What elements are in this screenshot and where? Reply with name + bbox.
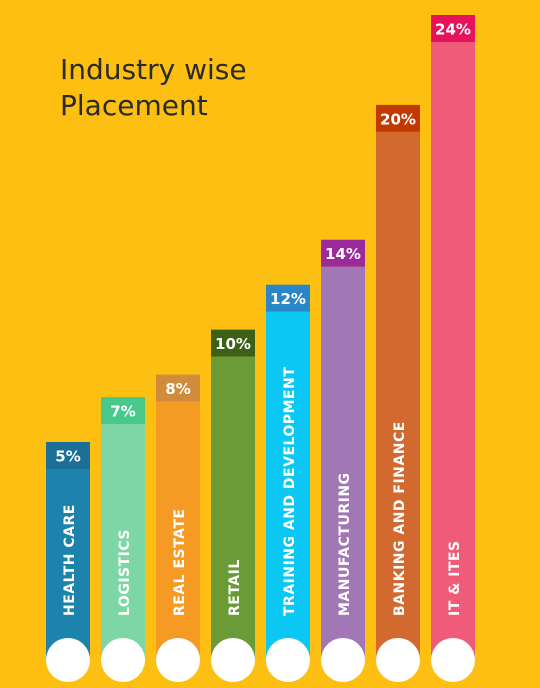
- base-circle-retail: [211, 638, 255, 682]
- category-label-manufacturing: MANUFACTURING: [337, 472, 353, 616]
- category-label-retail: RETAIL: [227, 559, 243, 616]
- value-box-logistics: [101, 397, 145, 425]
- category-label-it-ites: IT & ITES: [447, 540, 463, 616]
- value-box-it-ites: [431, 15, 475, 42]
- bar-training-and-development: [266, 311, 310, 660]
- bar-real-estate: [156, 401, 200, 660]
- value-box-health-care: [46, 442, 90, 469]
- bar-banking-and-finance: [376, 131, 420, 661]
- data-label-training-and-development: 12%: [270, 290, 306, 308]
- base-circle-banking-and-finance: [376, 638, 420, 682]
- base-circle-health-care: [46, 638, 90, 682]
- data-label-real-estate: 8%: [165, 380, 190, 398]
- bar-it-ites: [431, 42, 475, 660]
- chart-title-line-2: Placement: [60, 89, 208, 122]
- base-circle-training-and-development: [266, 638, 310, 682]
- bar-health-care: [46, 469, 90, 660]
- data-label-it-ites: 24%: [435, 21, 471, 39]
- data-label-banking-and-finance: 20%: [380, 110, 416, 128]
- base-circle-manufacturing: [321, 638, 365, 682]
- bar-retail: [211, 356, 255, 660]
- value-box-retail: [211, 329, 255, 357]
- category-label-health-care: HEALTH CARE: [62, 504, 78, 616]
- category-label-training-and-development: TRAINING AND DEVELOPMENT: [282, 367, 298, 616]
- bar-manufacturing: [321, 266, 365, 660]
- category-label-logistics: LOGISTICS: [117, 529, 133, 616]
- base-circle-real-estate: [156, 638, 200, 682]
- value-box-manufacturing: [321, 239, 365, 267]
- base-circle-logistics: [101, 638, 145, 682]
- data-label-retail: 10%: [215, 335, 251, 353]
- data-label-logistics: 7%: [110, 403, 135, 421]
- base-circle-it-ites: [431, 638, 475, 682]
- value-box-training-and-development: [266, 284, 310, 312]
- bar-logistics: [101, 424, 145, 660]
- value-box-real-estate: [156, 374, 200, 402]
- category-label-banking-and-finance: BANKING AND FINANCE: [392, 421, 408, 616]
- chart-title: Industry wise Placement: [60, 52, 247, 124]
- value-box-banking-and-finance: [376, 104, 420, 132]
- chart-title-line-1: Industry wise: [60, 53, 247, 86]
- data-label-manufacturing: 14%: [325, 245, 361, 263]
- category-label-real-estate: REAL ESTATE: [172, 509, 188, 616]
- data-label-health-care: 5%: [55, 448, 80, 466]
